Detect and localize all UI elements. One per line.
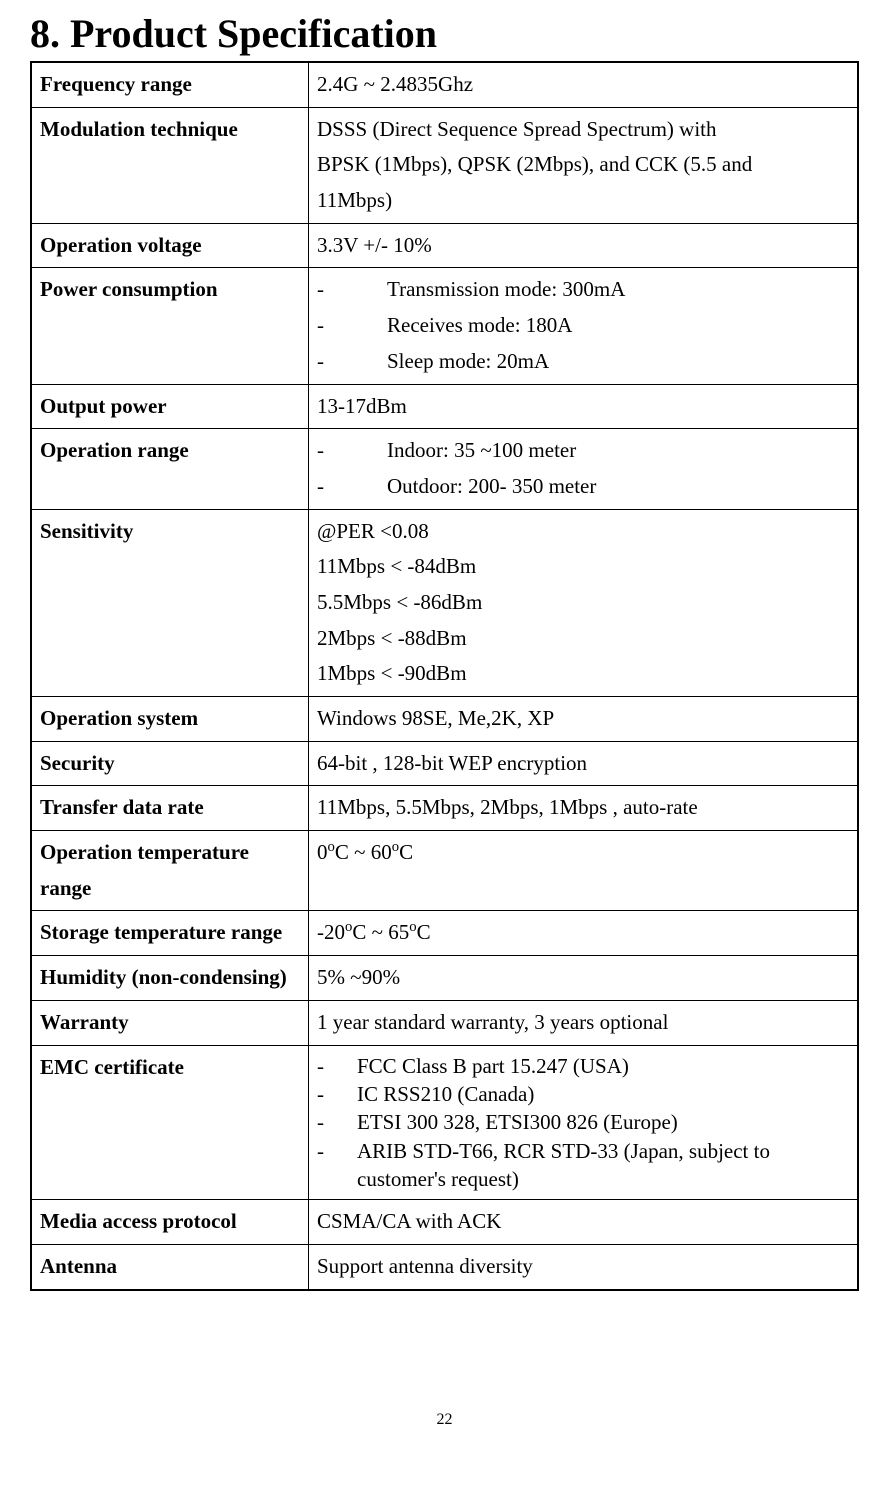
row-value: @PER <0.08 11Mbps < -84dBm 5.5Mbps < -86… (309, 509, 859, 696)
row-value: 5% ~90% (309, 956, 859, 1001)
row-value: -FCC Class B part 15.247 (USA) -IC RSS21… (309, 1045, 859, 1200)
list-item: ETSI 300 328, ETSI300 826 (Europe) (357, 1108, 678, 1136)
spec-table: Frequency range 2.4G ~ 2.4835Ghz Modulat… (30, 61, 859, 1291)
list-item: ARIB STD-T66, RCR STD-33 (Japan, subject… (357, 1137, 849, 1194)
row-label: EMC certificate (31, 1045, 309, 1200)
list-item: Sleep mode: 20mA (387, 344, 549, 380)
row-label: Frequency range (31, 62, 309, 107)
dash-icon: - (317, 1052, 357, 1080)
row-value: -Transmission mode: 300mA -Receives mode… (309, 268, 859, 384)
dash-icon: - (317, 272, 387, 308)
text-line: 11Mbps) (317, 183, 849, 219)
list-item: Outdoor: 200- 350 meter (387, 469, 596, 505)
page-number: 22 (30, 1411, 859, 1429)
row-value: 1 year standard warranty, 3 years option… (309, 1000, 859, 1045)
text-line: 1Mbps < -90dBm (317, 656, 849, 692)
list-item: FCC Class B part 15.247 (USA) (357, 1052, 629, 1080)
row-label: Operation voltage (31, 223, 309, 268)
row-label: Output power (31, 384, 309, 429)
list-item: Receives mode: 180A (387, 308, 572, 344)
row-value: Windows 98SE, Me,2K, XP (309, 697, 859, 742)
text-line: 2Mbps < -88dBm (317, 621, 849, 657)
row-value: 3.3V +/- 10% (309, 223, 859, 268)
dash-icon: - (317, 308, 387, 344)
row-label: Operation temperature range (31, 831, 309, 911)
row-value: -20oC ~ 65oC (309, 911, 859, 956)
row-label: Sensitivity (31, 509, 309, 696)
dash-icon: - (317, 344, 387, 380)
row-value: DSSS (Direct Sequence Spread Spectrum) w… (309, 107, 859, 223)
row-label: Operation system (31, 697, 309, 742)
list-item: IC RSS210 (Canada) (357, 1080, 534, 1108)
row-label: Modulation technique (31, 107, 309, 223)
dash-icon: - (317, 1108, 357, 1136)
row-label: Warranty (31, 1000, 309, 1045)
row-label: Transfer data rate (31, 786, 309, 831)
row-label: Antenna (31, 1244, 309, 1289)
row-value: CSMA/CA with ACK (309, 1200, 859, 1245)
row-value: 2.4G ~ 2.4835Ghz (309, 62, 859, 107)
dash-icon: - (317, 469, 387, 505)
dash-icon: - (317, 1137, 357, 1194)
row-label: Storage temperature range (31, 911, 309, 956)
list-item: Indoor: 35 ~100 meter (387, 433, 576, 469)
text-line: BPSK (1Mbps), QPSK (2Mbps), and CCK (5.5… (317, 147, 849, 183)
text-line: 11Mbps < -84dBm (317, 549, 849, 585)
dash-icon: - (317, 1080, 357, 1108)
row-value: -Indoor: 35 ~100 meter -Outdoor: 200- 35… (309, 429, 859, 509)
text-line: 5.5Mbps < -86dBm (317, 585, 849, 621)
text-line: DSSS (Direct Sequence Spread Spectrum) w… (317, 112, 849, 148)
row-label: Humidity (non-condensing) (31, 956, 309, 1001)
row-label: Security (31, 741, 309, 786)
row-value: 0oC ~ 60oC (309, 831, 859, 911)
row-value: 11Mbps, 5.5Mbps, 2Mbps, 1Mbps , auto-rat… (309, 786, 859, 831)
row-value: 13-17dBm (309, 384, 859, 429)
row-value: Support antenna diversity (309, 1244, 859, 1289)
list-item: Transmission mode: 300mA (387, 272, 625, 308)
row-label: Media access protocol (31, 1200, 309, 1245)
page-title: 8. Product Specification (30, 10, 859, 57)
row-value: 64-bit , 128-bit WEP encryption (309, 741, 859, 786)
dash-icon: - (317, 433, 387, 469)
text-line: @PER <0.08 (317, 514, 849, 550)
row-label: Operation range (31, 429, 309, 509)
row-label: Power consumption (31, 268, 309, 384)
